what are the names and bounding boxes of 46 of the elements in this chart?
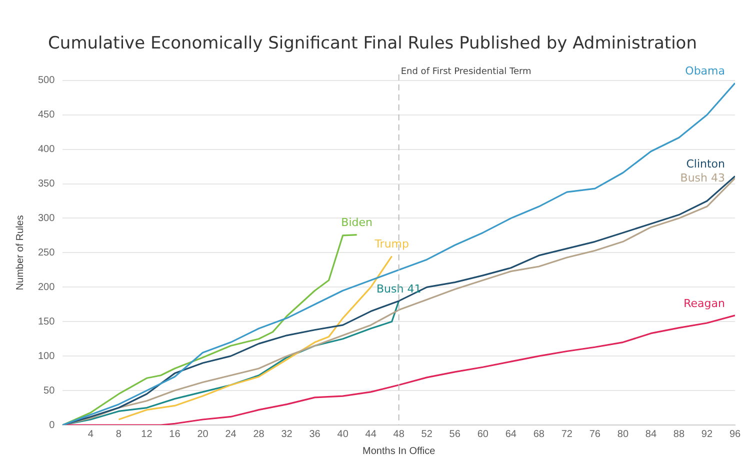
x-tick-label: 24 bbox=[225, 428, 237, 440]
x-tick-label: 56 bbox=[449, 428, 461, 440]
series-label: Obama bbox=[685, 64, 725, 78]
x-tick-label: 96 bbox=[729, 428, 741, 440]
x-tick-label: 32 bbox=[281, 428, 293, 440]
y-tick-label: 200 bbox=[38, 282, 56, 293]
series-label: Biden bbox=[341, 216, 373, 230]
x-tick-label: 64 bbox=[505, 428, 517, 440]
series-label: Bush 41 bbox=[376, 282, 422, 296]
x-tick-label: 36 bbox=[309, 428, 321, 440]
x-tick-label: 28 bbox=[253, 428, 265, 440]
x-tick-label: 48 bbox=[393, 428, 405, 440]
x-tick-label: 16 bbox=[169, 428, 181, 440]
x-tick-label: 84 bbox=[645, 428, 657, 440]
series-label: Clinton bbox=[686, 158, 726, 171]
x-tick-label: 8 bbox=[116, 428, 122, 440]
y-tick-label: 100 bbox=[38, 350, 56, 362]
series-label: Bush 43 bbox=[680, 172, 725, 185]
y-tick-label: 300 bbox=[38, 212, 56, 224]
x-tick-label: 76 bbox=[589, 428, 601, 440]
x-tick-label: 92 bbox=[701, 428, 713, 440]
y-tick-label: 350 bbox=[38, 178, 56, 190]
x-tick-label: 88 bbox=[673, 428, 685, 440]
x-tick-label: 12 bbox=[141, 428, 153, 440]
x-tick-label: 4 bbox=[88, 428, 94, 440]
y-axis-title: Number of Rules bbox=[14, 215, 26, 290]
y-tick-label: 450 bbox=[38, 110, 56, 121]
ref-line-label: End of First Presidential Term bbox=[400, 67, 532, 78]
x-tick-label: 80 bbox=[617, 428, 629, 440]
x-tick-label: 44 bbox=[365, 428, 377, 440]
x-tick-label: 52 bbox=[421, 428, 433, 440]
y-tick-label: 250 bbox=[38, 247, 56, 258]
x-tick-label: 40 bbox=[337, 428, 349, 440]
series-label: Trump bbox=[374, 238, 410, 251]
y-tick-label: 50 bbox=[44, 385, 56, 396]
x-tick-label: 72 bbox=[561, 428, 573, 440]
x-tick-label: 68 bbox=[533, 428, 545, 440]
series-label: Reagan bbox=[684, 296, 726, 310]
y-tick-label: 150 bbox=[38, 316, 56, 328]
y-tick-label: 0 bbox=[49, 420, 56, 431]
y-tick-label: 500 bbox=[38, 75, 56, 86]
x-axis-title: Months In Office bbox=[362, 446, 436, 457]
x-tick-label: 60 bbox=[477, 428, 489, 440]
x-tick-label: 20 bbox=[197, 428, 209, 440]
chart-title: Cumulative Economically Significant Final Rules Published by Administration bbox=[48, 34, 697, 54]
y-tick-label: 400 bbox=[38, 144, 56, 156]
